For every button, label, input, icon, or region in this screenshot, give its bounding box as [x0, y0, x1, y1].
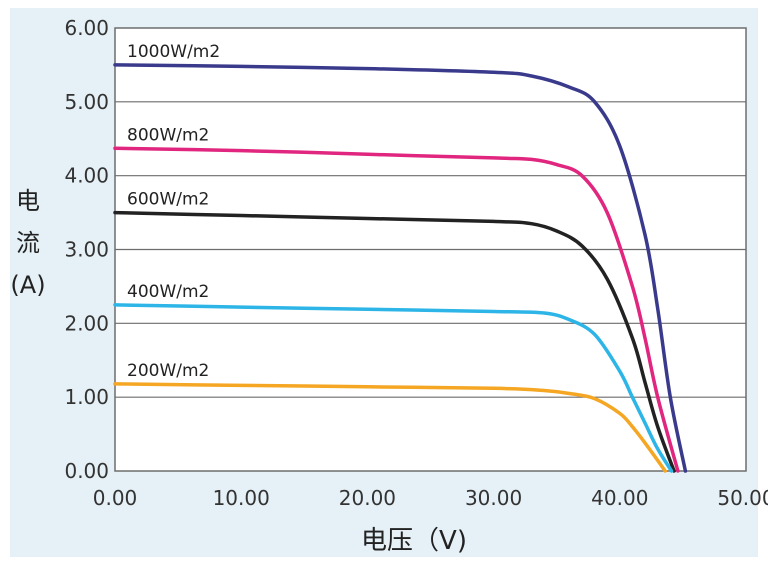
x-tick-label: 10.00 — [213, 486, 270, 510]
x-tick-label: 40.00 — [591, 486, 648, 510]
series-label: 1000W/m2 — [127, 42, 220, 62]
y-tick-label: 5.00 — [64, 90, 109, 114]
x-axis-label: 电压（V) — [361, 526, 467, 556]
y-tick-label: 3.00 — [64, 238, 109, 262]
series-line — [113, 210, 676, 473]
y-axis-label-text: 电流 (A) — [8, 180, 48, 306]
y-tick-label: 1.00 — [64, 385, 109, 409]
series-line — [113, 146, 680, 473]
y-axis-label: 电流 (A) — [8, 180, 48, 306]
series-label: 400W/m2 — [127, 282, 209, 302]
y-axis-label-char: 电 — [16, 187, 40, 215]
series-label: 600W/m2 — [127, 190, 209, 210]
series-label: 200W/m2 — [127, 361, 209, 381]
y-tick-label: 2.00 — [64, 311, 109, 335]
series-line — [113, 303, 674, 473]
y-axis-label-char: 流 — [16, 229, 40, 257]
x-tick-label: 50.00 — [717, 486, 768, 510]
x-tick-label: 20.00 — [339, 486, 396, 510]
series-line — [113, 382, 667, 473]
y-tick-label: 4.00 — [64, 164, 109, 188]
y-tick-label: 6.00 — [64, 16, 109, 40]
x-tick-label: 30.00 — [465, 486, 522, 510]
y-axis-label-char: (A) — [10, 271, 46, 299]
x-tick-label: 0.00 — [93, 486, 138, 510]
series-line — [113, 63, 688, 473]
y-tick-label: 0.00 — [64, 459, 109, 483]
series-label: 800W/m2 — [127, 125, 209, 145]
